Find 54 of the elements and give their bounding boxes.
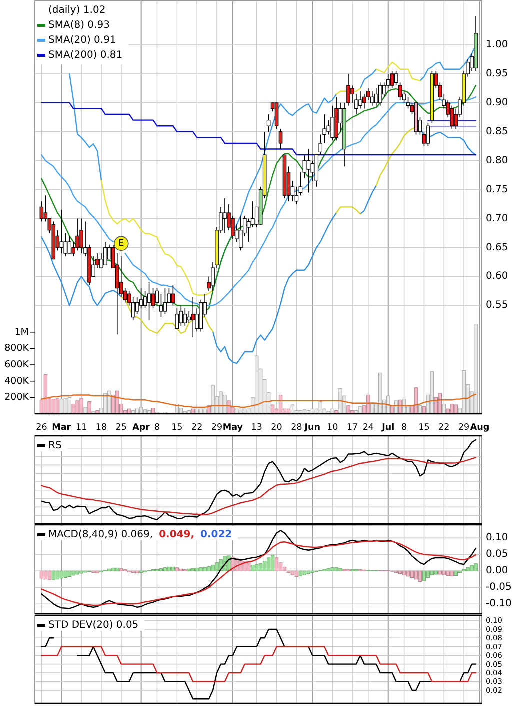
x-tick-label: 22 <box>191 423 203 433</box>
y-tick-label: 0.10 <box>486 532 508 544</box>
y2-tick-label: 200K <box>4 392 30 404</box>
y-tick-label: 0.80 <box>486 155 508 166</box>
y-tick-label: 0.55 <box>486 300 508 312</box>
x-tick-label: 26 <box>36 423 48 433</box>
x-tick-label: 15 <box>172 423 183 433</box>
x-tick-label: 8 <box>401 423 408 433</box>
x-tick-label: 11 <box>76 423 88 433</box>
y2-tick-label: 600K <box>4 360 30 371</box>
text: 0.049, <box>159 530 195 540</box>
x-tick-label: 13 <box>251 423 262 433</box>
y-tick-label: -0.10 <box>486 598 512 610</box>
x-tick-label: 22 <box>438 423 450 433</box>
y-tick-label: 0.85 <box>486 126 508 138</box>
x-tick-label: Mar <box>52 423 72 433</box>
annotation: E <box>118 239 125 250</box>
x-tick-label: 8 <box>154 423 160 433</box>
x-tick-label: May <box>222 423 244 433</box>
legend-label: SMA(8) 0.93 <box>48 20 110 31</box>
x-tick-label: 24 <box>362 423 374 433</box>
legend-label: SMA(20) 0.91 <box>48 35 116 46</box>
annotation: 0.022 <box>200 530 232 540</box>
x-tick-label: Jun <box>304 423 321 433</box>
y2-tick-label: 400K <box>4 376 30 387</box>
x-tick-label: 25 <box>116 423 127 433</box>
x-tick-label: 28 <box>291 423 302 433</box>
x-tick-label: Jul <box>381 423 395 433</box>
x-tick-label: 17 <box>346 423 358 433</box>
x-tick-label: 15 <box>418 423 430 433</box>
legend-label: STD DEV(20) 0.05 <box>48 620 139 631</box>
x-tick-label: 29 <box>458 423 470 433</box>
y-tick-label: 0.00 <box>486 566 508 577</box>
y-tick-label: 0.65 <box>486 242 508 254</box>
y-tick-label: 0.75 <box>486 184 508 196</box>
y-tick-label: -0.05 <box>486 582 512 594</box>
x-tick-label: 20 <box>271 423 283 433</box>
y-tick-label: 0.05 <box>486 549 508 560</box>
legend-label: SMA(200) 0.81 <box>48 50 123 61</box>
x-tick-label: Aug <box>470 423 490 433</box>
y2-tick-label: 800K <box>4 343 30 354</box>
y-tick-label: 0.70 <box>486 213 508 224</box>
x-tick-label: 10 <box>326 423 339 433</box>
x-tick-label: 29 <box>211 423 223 433</box>
y-tick-label: 0.60 <box>486 271 508 282</box>
y-tick-label: 0.90 <box>486 97 508 108</box>
legend-label: RS <box>48 440 62 452</box>
x-tick-label: 18 <box>96 423 108 433</box>
y2-tick-label: 1M <box>14 326 29 338</box>
y-tick-label: 1.00 <box>486 40 508 51</box>
legend-label: MACD(8,40,9) 0.069, <box>48 530 154 540</box>
y-tick-label: 0.95 <box>486 68 508 80</box>
x-tick-label: Apr <box>132 423 151 433</box>
chart-title: (daily) 1.02 <box>48 5 106 16</box>
